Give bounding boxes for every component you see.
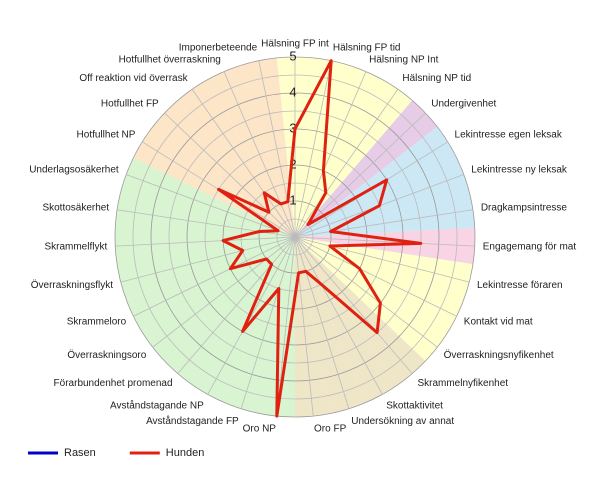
sector xyxy=(207,65,295,237)
r-tick-label: 5 xyxy=(289,48,296,63)
spoke xyxy=(294,60,332,238)
sector xyxy=(224,237,295,414)
spoke xyxy=(177,236,296,374)
spoke xyxy=(294,236,350,409)
category-label: Skrammelnyfikenhet xyxy=(417,378,508,389)
category-label: Lekintresse föraren xyxy=(477,280,563,291)
category-label: Avståndstagande FP xyxy=(146,415,239,427)
spoke xyxy=(294,89,399,238)
spoke xyxy=(294,236,470,283)
category-label: Hotfullhet FP xyxy=(101,99,159,110)
category-label: Skrammeloro xyxy=(67,317,127,328)
spoke xyxy=(294,71,367,238)
spoke xyxy=(191,89,296,238)
sector xyxy=(133,126,295,237)
category-label: Överraskningsflykt xyxy=(31,279,113,291)
sector xyxy=(295,57,349,237)
r-tick-label: 1 xyxy=(289,192,296,207)
sector xyxy=(115,227,295,265)
category-label: Oro NP xyxy=(243,424,277,435)
category-label: Undergivenhet xyxy=(431,99,496,110)
spoke xyxy=(120,236,296,283)
sector xyxy=(295,237,366,414)
spoke xyxy=(152,236,296,348)
spoke xyxy=(115,236,296,247)
category-label: Off reaktion vid överrask xyxy=(79,73,188,84)
r-tick-label: 4 xyxy=(289,84,296,99)
spoke xyxy=(294,236,413,374)
category-label: Hälsning FP int xyxy=(261,39,329,50)
category-label: Kontakt vid mat xyxy=(464,317,533,328)
r-tick-label: 3 xyxy=(289,120,296,135)
category-label: Hotfullhet NP xyxy=(77,130,136,141)
category-label: Skottosäkerhet xyxy=(42,202,109,213)
category-label: Hälsning FP tid xyxy=(333,43,401,54)
category-label: Underlagsosäkerhet xyxy=(29,165,119,176)
category-label: Hälsning NP tid xyxy=(402,73,471,84)
sector xyxy=(295,237,332,417)
category-label: Överraskningsnyfikenhet xyxy=(444,349,554,361)
category-label: Skrammelflykt xyxy=(44,241,107,252)
spoke xyxy=(294,236,438,348)
category-label: Undersökning av annat xyxy=(351,416,454,427)
spoke xyxy=(294,236,457,317)
spoke xyxy=(294,112,426,238)
spoke xyxy=(294,236,314,417)
sector xyxy=(241,57,295,237)
spoke xyxy=(133,236,296,317)
sector xyxy=(164,237,295,385)
sector xyxy=(295,237,426,385)
spoke xyxy=(164,112,296,238)
sector xyxy=(192,237,295,403)
sector xyxy=(295,237,464,333)
spoke xyxy=(294,236,475,247)
sector xyxy=(295,237,398,403)
sector xyxy=(126,237,295,333)
category-label: Hälsning NP Int xyxy=(369,54,439,65)
category-label: Dragkampsintresse xyxy=(481,202,568,213)
spoke xyxy=(294,236,383,395)
sector xyxy=(117,237,295,300)
sector xyxy=(295,65,383,237)
sector xyxy=(120,157,295,237)
spoke xyxy=(240,236,296,409)
spoke xyxy=(294,209,473,238)
legend-label: Rasen xyxy=(64,447,96,459)
category-label: Lekintresse egen leksak xyxy=(455,130,563,141)
category-label: Oro FP xyxy=(314,424,347,435)
category-label: Förarbundenhet promenad xyxy=(54,378,173,389)
spoke xyxy=(207,236,296,395)
series-line xyxy=(217,59,423,418)
sector xyxy=(115,191,296,237)
category-label: Engagemang för mat xyxy=(483,241,577,252)
category-label: Hotfullhet överraskning xyxy=(119,54,221,65)
category-label: Skottaktivitet xyxy=(386,400,443,411)
legend-label: Hunden xyxy=(166,447,205,459)
sector xyxy=(295,237,448,362)
sector xyxy=(142,237,295,362)
sector xyxy=(295,227,475,265)
category-label: Överraskningsoro xyxy=(67,349,146,361)
category-label: Imponerbeteende xyxy=(179,43,258,54)
spoke xyxy=(223,71,296,238)
spoke xyxy=(126,174,296,238)
spoke xyxy=(258,60,296,238)
category-label: Avståndstagande NP xyxy=(110,399,204,411)
category-label: Lekintresse ny leksak xyxy=(471,165,568,176)
spoke xyxy=(276,236,296,417)
